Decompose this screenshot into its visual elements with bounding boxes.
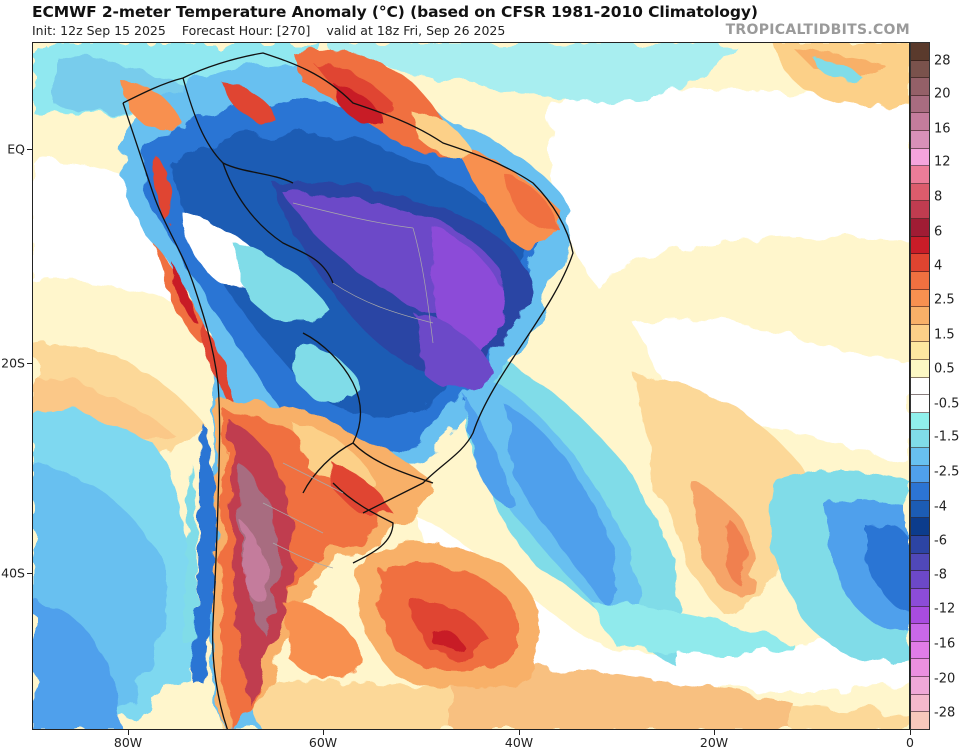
y-tick xyxy=(27,149,32,150)
colorbar-label: 28 xyxy=(934,53,951,69)
colorbar-bin xyxy=(911,219,929,237)
colorbar-label: -8 xyxy=(934,567,947,583)
colorbar-label: 0.5 xyxy=(934,361,955,377)
colorbar-bin xyxy=(911,166,929,184)
colorbar-label: -20 xyxy=(934,671,956,687)
x-tick xyxy=(323,730,324,735)
colorbar-bin xyxy=(911,412,929,431)
colorbar-bin xyxy=(911,694,929,713)
y-tick xyxy=(27,363,32,364)
plot-title: ECMWF 2-meter Temperature Anomaly (°C) (… xyxy=(32,3,758,21)
colorbar-bin xyxy=(911,289,929,308)
colorbar-bin xyxy=(911,641,929,660)
x-tick xyxy=(519,730,520,735)
colorbar-bin xyxy=(911,60,929,79)
colorbar-bin xyxy=(911,448,929,466)
colorbar-bin xyxy=(911,271,929,290)
init-time: Init: 12z Sep 15 2025 xyxy=(32,23,166,38)
colorbar-bin xyxy=(911,254,929,272)
colorbar-bin xyxy=(911,536,929,554)
y-tick-label: 40S xyxy=(1,565,25,581)
colorbar-bin xyxy=(911,342,929,360)
colorbar-bin xyxy=(911,606,929,625)
colorbar-bin xyxy=(911,465,929,484)
colorbar-bin xyxy=(911,430,929,449)
colorbar-bin xyxy=(911,712,929,729)
x-tick-label: 40W xyxy=(504,735,534,750)
x-tick-label: 80W xyxy=(113,735,143,750)
colorbar-label: -28 xyxy=(934,705,956,721)
colorbar-bin xyxy=(911,43,929,61)
colorbar-bin xyxy=(911,183,929,202)
plot-subtitle: Init: 12z Sep 15 2025 Forecast Hour: [27… xyxy=(32,23,517,38)
colorbar-bin xyxy=(911,500,929,519)
colorbar-label: -1.5 xyxy=(934,429,960,445)
colorbar-label: 8 xyxy=(934,189,943,205)
forecast-hour: Forecast Hour: [270] xyxy=(181,23,311,38)
colorbar-bin xyxy=(911,395,929,413)
x-tick xyxy=(128,730,129,735)
country-borders xyxy=(122,52,574,729)
colorbar-label: 4 xyxy=(934,258,943,274)
colorbar-bin xyxy=(911,131,929,149)
colorbar-bin xyxy=(911,518,929,537)
colorbar-bin xyxy=(911,307,929,325)
colorbar-bin xyxy=(911,571,929,589)
colorbar-bin xyxy=(911,113,929,132)
colorbar-label: -16 xyxy=(934,636,956,652)
colorbar-bin xyxy=(911,78,929,96)
colorbar-label: -0.5 xyxy=(934,396,960,412)
y-tick-label: 20S xyxy=(1,355,25,371)
valid-time: valid at 18z Fri, Sep 26 2025 xyxy=(326,23,506,38)
x-tick xyxy=(910,730,911,735)
state-borders xyxy=(262,202,434,569)
colorbar-bin xyxy=(911,201,929,220)
colorbar-bin xyxy=(911,624,929,642)
y-tick-label: EQ xyxy=(7,141,25,157)
x-tick-label: 20W xyxy=(699,735,729,750)
anomaly-map xyxy=(32,42,910,730)
colorbar xyxy=(910,42,930,730)
colorbar-bin xyxy=(911,359,929,378)
colorbar-label: 1.5 xyxy=(934,327,955,343)
colorbar-label: 12 xyxy=(934,154,951,170)
colorbar-label: -2.5 xyxy=(934,464,960,480)
colorbar-bin xyxy=(911,95,929,114)
colorbar-bin xyxy=(911,324,929,343)
y-tick xyxy=(27,573,32,574)
x-tick xyxy=(714,730,715,735)
colorbar-bin xyxy=(911,553,929,572)
colorbar-bin xyxy=(911,377,929,396)
colorbar-label: 20 xyxy=(934,86,951,102)
colorbar-bin xyxy=(911,588,929,607)
colorbar-label: -4 xyxy=(934,499,947,515)
brand-watermark: TROPICALTIDBITS.COM xyxy=(725,22,910,38)
colorbar-label: -6 xyxy=(934,533,947,549)
colorbar-bin xyxy=(911,676,929,695)
colorbar-bin xyxy=(911,236,929,255)
map-fill xyxy=(33,43,909,729)
colorbar-label: 16 xyxy=(934,121,951,137)
x-tick-label: 60W xyxy=(308,735,338,750)
colorbar-bin xyxy=(911,659,929,677)
colorbar-bin xyxy=(911,148,929,167)
x-tick-label: 0 xyxy=(906,735,914,750)
colorbar-label: -12 xyxy=(934,601,956,617)
colorbar-label: 2.5 xyxy=(934,292,955,308)
colorbar-bin xyxy=(911,483,929,501)
colorbar-label: 6 xyxy=(934,224,943,240)
